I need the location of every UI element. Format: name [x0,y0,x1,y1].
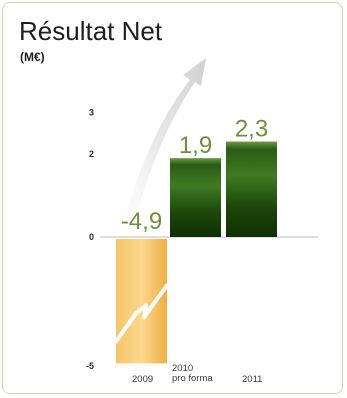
bar-2009 [116,239,167,364]
growth-arrow-icon [121,58,206,234]
y-tick-label: 0 [89,232,94,242]
decline-arrow-icon [114,283,169,344]
growth-arrow [121,58,206,234]
category-label: 2010 pro forma [172,363,213,384]
y-tick-label: 2 [89,149,94,159]
y-tick-label: -5 [86,361,94,371]
labels: -4,9 2009 1,9 2010 pro forma 2,3 2011 [121,116,268,385]
category-label: 2009 [132,374,153,385]
chart-title: Résultat Net [19,16,163,46]
bars [114,141,277,364]
data-label: 1,9 [179,132,212,159]
bar-2011 [226,141,277,237]
data-label: 2,3 [235,116,268,143]
category-label: 2011 [242,374,262,385]
chart-unit: (M€) [20,50,45,64]
data-label: -4,9 [121,208,162,235]
y-tick-label: 3 [89,108,94,118]
bar-2010 [170,158,221,237]
